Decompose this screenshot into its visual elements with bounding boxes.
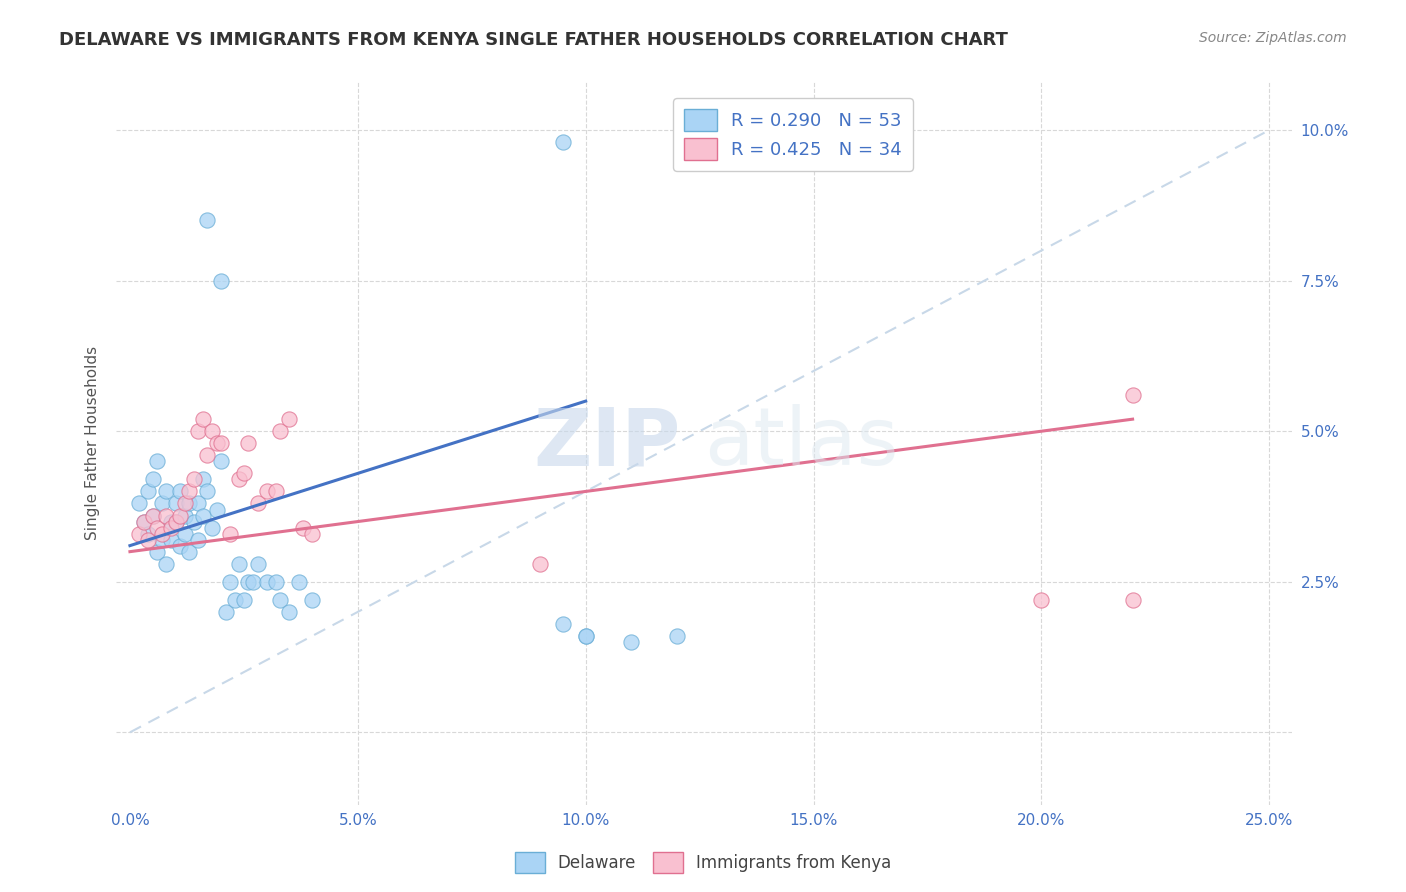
Point	[287, 574, 309, 589]
Point	[169, 508, 191, 523]
Point	[551, 135, 574, 149]
Point	[197, 213, 219, 227]
Point	[155, 508, 177, 523]
Point	[128, 496, 150, 510]
Point	[187, 533, 209, 547]
Point	[224, 592, 246, 607]
Point	[228, 472, 250, 486]
Point	[136, 526, 159, 541]
Point	[238, 436, 260, 450]
Point	[155, 484, 177, 499]
Point	[219, 574, 242, 589]
Text: Source: ZipAtlas.com: Source: ZipAtlas.com	[1199, 31, 1347, 45]
Point	[155, 557, 177, 571]
Point	[173, 526, 195, 541]
Point	[232, 592, 254, 607]
Point	[173, 496, 195, 510]
Point	[183, 472, 205, 486]
Point	[136, 533, 159, 547]
Point	[209, 274, 232, 288]
Point	[142, 508, 165, 523]
Point	[150, 526, 173, 541]
Point	[187, 496, 209, 510]
Point	[278, 605, 301, 619]
Point	[169, 484, 191, 499]
Point	[132, 515, 155, 529]
Point	[142, 508, 165, 523]
Point	[165, 515, 187, 529]
Point	[146, 544, 169, 558]
Point	[191, 508, 214, 523]
Legend: Delaware, Immigrants from Kenya: Delaware, Immigrants from Kenya	[508, 846, 898, 880]
Point	[256, 484, 278, 499]
Point	[219, 526, 242, 541]
Point	[1122, 592, 1144, 607]
Point	[665, 629, 688, 643]
Point	[187, 424, 209, 438]
Point	[160, 520, 183, 534]
Point	[214, 605, 236, 619]
Point	[529, 557, 551, 571]
Point	[1031, 592, 1053, 607]
Y-axis label: Single Father Households: Single Father Households	[86, 346, 100, 541]
Point	[169, 539, 191, 553]
Point	[575, 629, 598, 643]
Point	[269, 424, 291, 438]
Point	[1122, 388, 1144, 402]
Point	[173, 508, 195, 523]
Point	[246, 557, 269, 571]
Point	[292, 520, 315, 534]
Point	[201, 424, 224, 438]
Text: DELAWARE VS IMMIGRANTS FROM KENYA SINGLE FATHER HOUSEHOLDS CORRELATION CHART: DELAWARE VS IMMIGRANTS FROM KENYA SINGLE…	[59, 31, 1008, 49]
Point	[232, 467, 254, 481]
Point	[146, 454, 169, 468]
Point	[146, 520, 169, 534]
Point	[165, 515, 187, 529]
Point	[142, 472, 165, 486]
Point	[301, 592, 323, 607]
Point	[150, 496, 173, 510]
Point	[179, 484, 201, 499]
Point	[551, 616, 574, 631]
Text: ZIP: ZIP	[533, 404, 681, 483]
Point	[228, 557, 250, 571]
Point	[128, 526, 150, 541]
Point	[179, 544, 201, 558]
Point	[242, 574, 264, 589]
Point	[209, 436, 232, 450]
Legend: R = 0.290   N = 53, R = 0.425   N = 34: R = 0.290 N = 53, R = 0.425 N = 34	[673, 98, 912, 171]
Point	[191, 472, 214, 486]
Point	[575, 629, 598, 643]
Point	[205, 436, 228, 450]
Point	[201, 520, 224, 534]
Text: atlas: atlas	[704, 404, 898, 483]
Point	[209, 454, 232, 468]
Point	[150, 533, 173, 547]
Point	[136, 484, 159, 499]
Point	[197, 484, 219, 499]
Point	[278, 412, 301, 426]
Point	[132, 515, 155, 529]
Point	[264, 574, 287, 589]
Point	[238, 574, 260, 589]
Point	[205, 502, 228, 516]
Point	[246, 496, 269, 510]
Point	[301, 526, 323, 541]
Point	[197, 448, 219, 462]
Point	[179, 496, 201, 510]
Point	[165, 496, 187, 510]
Point	[620, 635, 643, 649]
Point	[183, 515, 205, 529]
Point	[191, 412, 214, 426]
Point	[160, 533, 183, 547]
Point	[160, 515, 183, 529]
Point	[264, 484, 287, 499]
Point	[256, 574, 278, 589]
Point	[269, 592, 291, 607]
